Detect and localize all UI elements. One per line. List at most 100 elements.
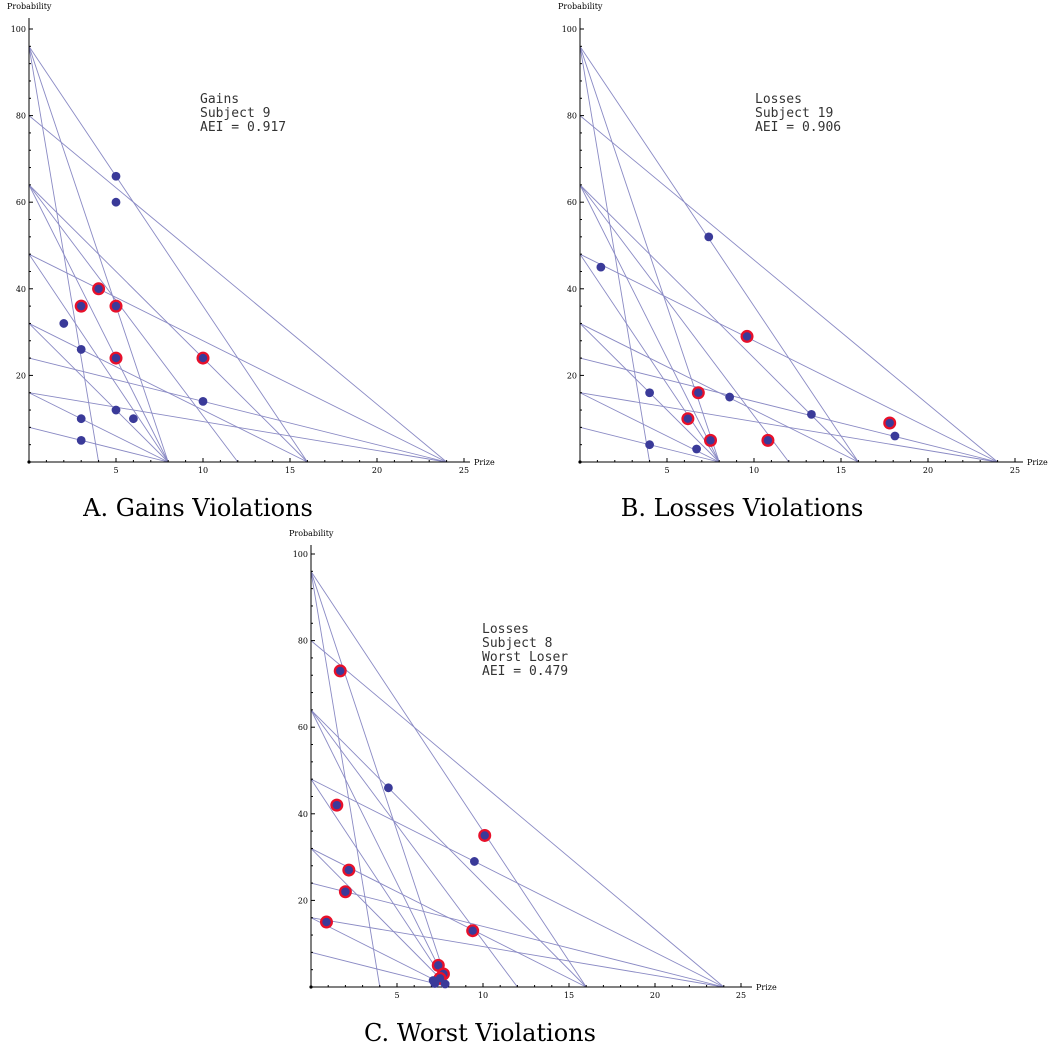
x-tick-label: 15 <box>836 466 846 475</box>
data-point <box>645 388 654 398</box>
y-tick-label: 60 <box>16 198 26 207</box>
violation-point <box>742 332 752 341</box>
budget-line <box>579 46 859 463</box>
y-tick-label: 60 <box>567 198 577 207</box>
y-tick-label: 20 <box>567 371 577 380</box>
y-axis-label: Probability <box>7 2 52 11</box>
y-tick-label: 40 <box>298 810 308 819</box>
violation-point <box>111 301 121 311</box>
data-point <box>440 979 450 989</box>
x-axis-label: Prize <box>756 983 777 992</box>
y-tick-label: 40 <box>567 285 577 294</box>
data-point <box>198 396 208 406</box>
data-point <box>111 197 121 207</box>
chart-panel-0: 5 10 15 20 25 20 40 60 80 100 Prize Probability Gain… <box>7 2 495 522</box>
data-point <box>59 319 69 328</box>
axis-origin <box>309 985 313 989</box>
x-tick-label: 25 <box>736 991 746 1000</box>
data-point <box>704 232 714 242</box>
data-point <box>596 262 606 272</box>
annotation-line: Gains <box>200 92 239 107</box>
y-axis-label: Probability <box>289 529 334 538</box>
budget-line <box>28 323 169 463</box>
y-tick-label: 100 <box>293 550 308 559</box>
budget-line <box>310 882 724 988</box>
violation-point <box>885 418 894 428</box>
violation-point <box>344 865 354 875</box>
violation-point <box>94 284 103 293</box>
data-point <box>76 345 86 354</box>
budget-line <box>579 115 998 463</box>
y-tick-label: 80 <box>567 112 577 121</box>
budget-line <box>28 184 239 463</box>
annotation-line: AEI = 0.906 <box>755 120 841 135</box>
panel-caption: C. Worst Violations <box>364 1019 596 1047</box>
data-point <box>430 979 440 988</box>
chart-panel-2: 5 10 15 20 25 20 40 60 80 100 Prize Probability Loss… <box>289 529 777 1047</box>
violation-point <box>683 414 693 423</box>
x-tick-label: 5 <box>394 991 399 1000</box>
budget-line <box>579 253 998 463</box>
y-tick-label: 20 <box>298 896 308 905</box>
x-tick-label: 25 <box>1010 466 1020 475</box>
panel-caption: B. Losses Violations <box>621 494 864 522</box>
x-tick-label: 20 <box>650 991 660 1000</box>
x-tick-label: 25 <box>459 466 469 475</box>
data-point <box>807 409 816 419</box>
y-axis-label: Probability <box>558 2 603 11</box>
violation-point <box>763 436 773 445</box>
violation-point <box>706 436 715 445</box>
violation-point <box>336 666 345 676</box>
violation-point <box>694 388 703 397</box>
violation-point <box>434 961 443 970</box>
budget-line <box>310 848 449 988</box>
data-point <box>111 171 121 181</box>
axis-origin <box>27 460 31 464</box>
x-axis-label: Prize <box>1027 458 1048 467</box>
x-tick-label: 10 <box>198 466 208 475</box>
y-tick-label: 40 <box>16 285 26 294</box>
budget-line <box>579 184 790 463</box>
violation-point <box>322 917 331 927</box>
data-point <box>384 783 393 793</box>
budget-line <box>28 392 447 463</box>
x-tick-label: 20 <box>372 466 382 475</box>
violation-point <box>111 353 121 363</box>
annotation-line: AEI = 0.917 <box>200 120 286 135</box>
violation-point <box>332 800 341 810</box>
violation-point <box>341 887 350 896</box>
violation-point <box>77 301 86 311</box>
budget-line <box>28 46 308 463</box>
budget-line <box>28 115 447 463</box>
y-tick-label: 20 <box>16 371 26 380</box>
annotation-line: Subject 8 <box>482 636 552 651</box>
budget-line <box>310 951 449 988</box>
x-tick-label: 20 <box>923 466 933 475</box>
violation-point <box>480 831 489 840</box>
y-tick-label: 60 <box>298 723 308 732</box>
budget-line <box>28 184 169 463</box>
violation-point <box>198 353 208 363</box>
x-tick-label: 10 <box>749 466 759 475</box>
data-point <box>645 440 654 450</box>
data-point <box>76 414 86 424</box>
annotation-line: AEI = 0.479 <box>482 664 568 679</box>
annotation-line: Losses <box>482 622 529 637</box>
x-tick-label: 5 <box>113 466 118 475</box>
chart-panel-1: 5 10 15 20 25 20 40 60 80 100 Prize Probability Loss… <box>558 2 1048 522</box>
budget-line <box>579 392 998 463</box>
data-point <box>76 435 86 445</box>
y-tick-label: 100 <box>11 25 26 34</box>
budget-line <box>579 184 720 463</box>
budget-line <box>28 253 447 463</box>
budget-line <box>28 392 169 463</box>
x-tick-label: 10 <box>478 991 488 1000</box>
budget-line <box>310 709 450 988</box>
x-axis-label: Prize <box>474 458 495 467</box>
budget-line <box>579 357 998 463</box>
data-point <box>129 414 138 424</box>
budget-line <box>310 709 518 988</box>
x-tick-label: 5 <box>664 466 669 475</box>
annotation-line: Subject 9 <box>200 106 270 121</box>
